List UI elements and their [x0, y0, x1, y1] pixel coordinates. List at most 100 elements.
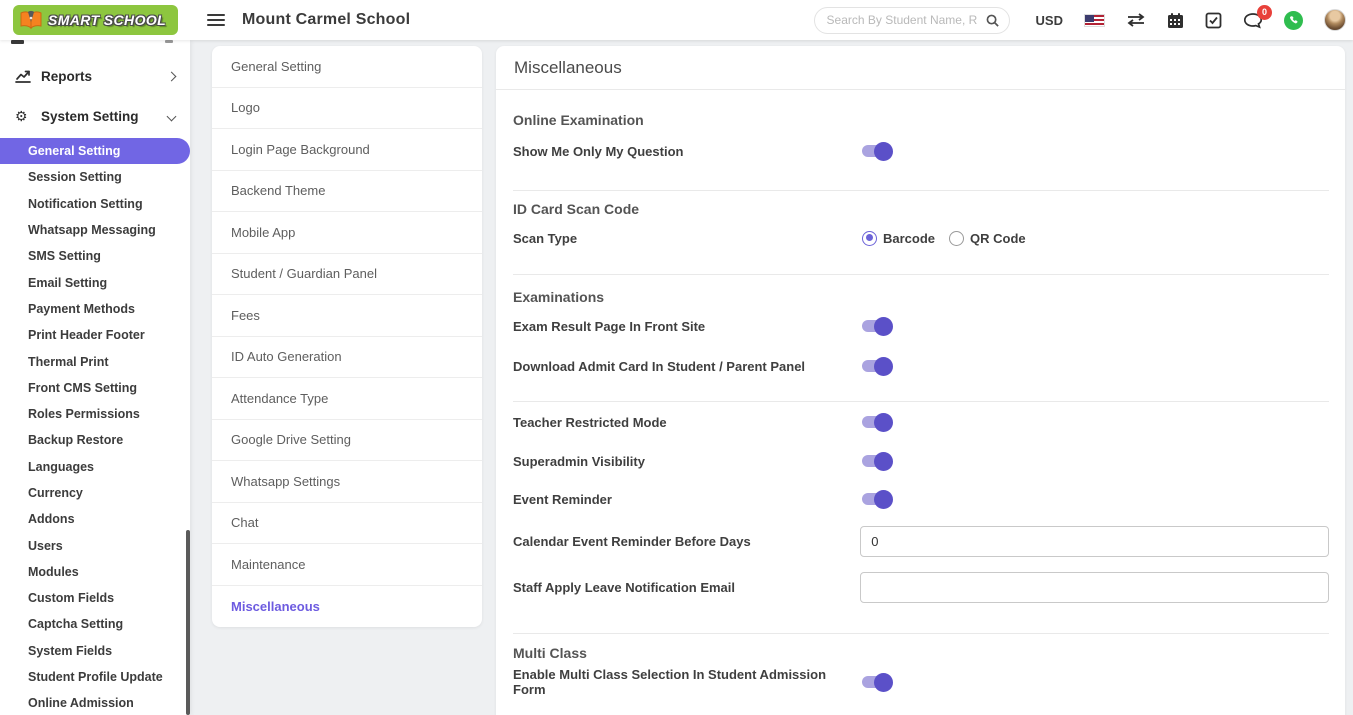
tab-whatsapp-settings[interactable]: Whatsapp Settings	[212, 461, 482, 503]
chart-line-icon	[15, 69, 35, 83]
clipped-menu-item[interactable]	[0, 40, 190, 46]
sidebar-subitem-sms-setting[interactable]: SMS Setting	[28, 249, 101, 264]
calendar-icon[interactable]	[1167, 12, 1184, 29]
sidebar-subitem-whatsapp-messaging[interactable]: Whatsapp Messaging	[28, 223, 156, 238]
sidebar-subitem-payment-methods[interactable]: Payment Methods	[28, 301, 135, 316]
tab-miscellaneous[interactable]: Miscellaneous	[231, 598, 320, 614]
sidebar-subitem-front-cms-setting[interactable]: Front CMS Setting	[28, 380, 138, 395]
currency-selector[interactable]: USD	[1035, 12, 1063, 28]
toggle-knob	[874, 316, 893, 336]
setting-label: Scan Type	[513, 230, 578, 246]
hamburger-icon[interactable]	[207, 11, 225, 29]
sidebar-item-reports[interactable]: Reports	[0, 56, 190, 96]
sidebar-subitem-system-fields[interactable]: System Fields	[28, 643, 113, 658]
radio-label: Barcode	[883, 230, 936, 246]
school-name-title: Mount Carmel School	[242, 11, 411, 28]
toggle-knob	[874, 451, 893, 471]
tab-logo[interactable]: Logo	[212, 88, 482, 129]
header-icon-row: USD	[1035, 4, 1353, 31]
radio-selected-icon[interactable]	[862, 230, 877, 246]
toggle-knob	[874, 356, 893, 376]
tab-mobile-app[interactable]: Mobile App	[212, 212, 482, 254]
tab-student-guardian-panel[interactable]: Student / Guardian Panel	[212, 254, 482, 295]
tab-chat[interactable]: Chat	[212, 503, 482, 544]
setting-label: Download Admit Card In Student / Parent …	[513, 358, 806, 374]
sidebar-item-system-setting[interactable]: ⚙ System Setting	[0, 96, 190, 136]
toggle-knob	[874, 412, 893, 432]
panel-header: Miscellaneous	[496, 46, 1345, 90]
setting-row: Enable Multi Class Selection In Student …	[513, 662, 1329, 702]
sidebar-subitem-users[interactable]: Users	[28, 538, 63, 553]
task-check-icon[interactable]	[1205, 12, 1222, 29]
sidebar-subitem-addons[interactable]: Addons	[28, 512, 75, 527]
calendar-event-reminder-days-input[interactable]	[860, 525, 1329, 557]
tab-fees[interactable]: Fees	[212, 295, 482, 337]
toggle-teacher-restricted-mode[interactable]	[862, 412, 893, 432]
tab-backend-theme[interactable]: Backend Theme	[212, 171, 482, 212]
setting-row: Superadmin Visibility	[513, 442, 1329, 480]
setting-row: Teacher Restricted Mode	[513, 402, 1329, 442]
tab-id-auto-generation[interactable]: ID Auto Generation	[212, 337, 482, 378]
tab-attendance-type[interactable]: Attendance Type	[212, 378, 482, 420]
smart-school-logo[interactable]: SMART SCHOOL	[13, 5, 179, 35]
tab-general-setting[interactable]: General Setting	[212, 46, 482, 88]
radio-unselected-icon[interactable]	[949, 230, 965, 246]
toggle-knob	[874, 141, 893, 161]
toggle-show-me-only-my-question[interactable]	[862, 141, 893, 161]
section-divider	[513, 633, 1329, 634]
toggle-event-reminder[interactable]	[862, 489, 893, 509]
toggle-download-admit-card[interactable]	[862, 356, 893, 376]
radio-option-barcode[interactable]: Barcode	[862, 230, 936, 246]
setting-row: Staff Apply Leave Notification Email	[513, 564, 1329, 610]
toggle-superadmin-visibility[interactable]	[862, 451, 893, 471]
us-flag-icon[interactable]	[1084, 13, 1105, 27]
clipped-chevron-icon	[165, 40, 173, 43]
tab-google-drive-setting[interactable]: Google Drive Setting	[212, 420, 482, 461]
chevron-down-icon	[166, 111, 177, 121]
section-heading-examinations: Examinations	[513, 289, 605, 305]
sidebar-subitem-modules[interactable]: Modules	[28, 564, 79, 579]
section-heading-online-examination: Online Examination	[513, 112, 644, 128]
tab-maintenance[interactable]: Maintenance	[212, 544, 482, 586]
sidebar-subitem-languages[interactable]: Languages	[28, 459, 94, 474]
exchange-icon[interactable]	[1126, 13, 1146, 27]
section-divider	[513, 274, 1329, 275]
sidebar-subitem-thermal-print[interactable]: Thermal Print	[28, 354, 109, 369]
setting-label: Staff Apply Leave Notification Email	[513, 579, 736, 595]
miscellaneous-panel: Miscellaneous Online Examination Show Me…	[496, 46, 1345, 715]
toggle-enable-multi-class[interactable]	[862, 672, 893, 692]
sidebar-subitem-print-header-footer[interactable]: Print Header Footer	[28, 328, 145, 343]
sidebar-subitem-roles-permissions[interactable]: Roles Permissions	[28, 407, 140, 422]
panel-body: Online Examination Show Me Only My Quest…	[496, 111, 1345, 702]
sidebar-subitem-session-setting[interactable]: Session Setting	[28, 170, 122, 185]
tab-login-page-background[interactable]: Login Page Background	[212, 129, 482, 171]
whatsapp-icon[interactable]	[1284, 10, 1303, 30]
setting-label: Calendar Event Reminder Before Days	[513, 533, 751, 549]
sidebar-subitem-backup-restore[interactable]: Backup Restore	[28, 433, 124, 448]
sidebar-subitem-captcha-setting[interactable]: Captcha Setting	[28, 617, 124, 632]
setting-label: Superadmin Visibility	[513, 453, 645, 469]
sidebar-subitem-custom-fields[interactable]: Custom Fields	[28, 591, 115, 606]
sidebar-scrollbar[interactable]	[186, 530, 190, 715]
sidebar-item-label: Reports	[41, 68, 93, 84]
toggle-knob	[874, 489, 893, 509]
user-avatar[interactable]	[1324, 9, 1346, 31]
sidebar-subitem-student-profile-update[interactable]: Student Profile Update	[28, 670, 163, 685]
staff-apply-leave-email-input[interactable]	[860, 571, 1329, 603]
sidebar-subitem-currency[interactable]: Currency	[28, 486, 83, 500]
radio-option-qr-code[interactable]: QR Code	[949, 230, 1026, 246]
sidebar-subitem-general-setting[interactable]: General Setting	[0, 138, 190, 165]
chat-icon[interactable]: 0	[1243, 4, 1272, 29]
sidebar-subitem-email-setting[interactable]: Email Setting	[28, 275, 108, 290]
panel-title: Miscellaneous	[514, 57, 622, 77]
setting-label: Show Me Only My Question	[513, 143, 684, 159]
search-input[interactable]	[826, 13, 985, 27]
student-search-box[interactable]	[813, 6, 1010, 34]
setting-row: Download Admit Card In Student / Parent …	[513, 346, 1329, 386]
toggle-exam-result-page[interactable]	[862, 316, 893, 336]
sidebar-subitem-notification-setting[interactable]: Notification Setting	[28, 196, 143, 211]
search-icon[interactable]	[985, 13, 1000, 28]
sidebar-subitem-online-admission[interactable]: Online Admission	[28, 696, 134, 711]
section-heading-multi-class: Multi Class	[513, 645, 587, 661]
